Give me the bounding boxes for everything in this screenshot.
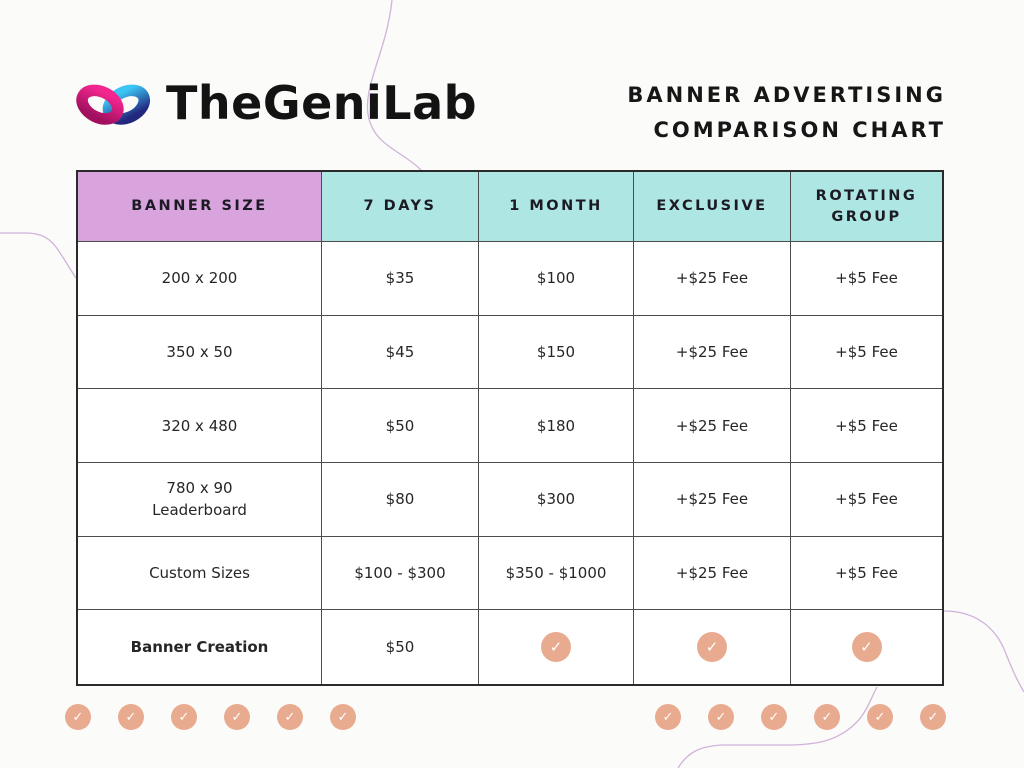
table-cell: 780 x 90 Leaderboard (78, 462, 322, 537)
table-cell: $180 (479, 389, 634, 463)
check-icon: ✓ (814, 704, 840, 730)
brand-name: TheGeniLab (166, 76, 478, 130)
check-icon: ✓ (541, 632, 571, 663)
column-header: 1 MONTH (479, 172, 634, 242)
curve-left (0, 232, 77, 279)
brand-logo: TheGeniLab (74, 70, 477, 136)
check-icon: ✓ (224, 704, 250, 730)
infinity-logo-icon (76, 84, 151, 125)
table-cell: +$5 Fee (791, 462, 942, 537)
check-icon: ✓ (761, 704, 787, 730)
table-cell: Banner Creation (78, 610, 322, 684)
table-cell: ✓ (479, 610, 634, 684)
table-cell: +$25 Fee (634, 242, 791, 316)
column-header: 7 DAYS (322, 172, 479, 242)
column-header: EXCLUSIVE (634, 172, 791, 242)
table-cell: +$5 Fee (791, 536, 942, 611)
decorative-check-row-right: ✓ ✓ ✓ ✓ ✓ ✓ (655, 704, 946, 730)
table-cell: $150 (479, 315, 634, 390)
table-cell: 320 x 480 (78, 389, 322, 463)
table-cell: 350 x 50 (78, 315, 322, 390)
table-cell: $50 (322, 610, 479, 684)
table-cell: $100 (479, 242, 634, 316)
page-title-line1: BANNER ADVERTISING (627, 83, 946, 107)
check-icon: ✓ (118, 704, 144, 730)
check-icon: ✓ (708, 704, 734, 730)
check-icon: ✓ (277, 704, 303, 730)
table-cell: $80 (322, 462, 479, 537)
table-cell: +$5 Fee (791, 315, 942, 390)
table-cell: +$25 Fee (634, 536, 791, 611)
column-header: BANNER SIZE (78, 172, 322, 242)
check-icon: ✓ (851, 632, 882, 663)
table-cell: ✓ (791, 610, 942, 684)
check-icon: ✓ (171, 704, 197, 730)
table-cell: +$25 Fee (634, 389, 791, 463)
decorative-check-row-left: ✓ ✓ ✓ ✓ ✓ ✓ (65, 704, 356, 730)
table-cell: $45 (322, 315, 479, 390)
table-cell: ✓ (634, 610, 791, 684)
pricing-table: BANNER SIZE 7 DAYS 1 MONTH EXCLUSIVE ROTATIN… (76, 170, 944, 686)
table-cell: $35 (322, 242, 479, 316)
page-title: BANNER ADVERTISING COMPARISON CHART (627, 78, 946, 148)
table-cell: +$5 Fee (791, 389, 942, 463)
table-cell: $100 - $300 (322, 536, 479, 611)
check-icon: ✓ (65, 704, 91, 730)
table-cell: +$25 Fee (634, 462, 791, 537)
check-icon: ✓ (867, 704, 893, 730)
table-cell: $350 - $1000 (479, 536, 634, 611)
check-icon: ✓ (920, 704, 946, 730)
table-cell: +$25 Fee (634, 315, 791, 390)
check-icon: ✓ (697, 632, 727, 663)
table-cell: $300 (479, 462, 634, 537)
table-cell: 200 x 200 (78, 242, 322, 316)
table-cell: +$5 Fee (791, 242, 942, 316)
column-header: ROTATING GROUP (791, 172, 942, 242)
table-cell: Custom Sizes (78, 536, 322, 611)
check-icon: ✓ (330, 704, 356, 730)
table-cell: $50 (322, 389, 479, 463)
check-icon: ✓ (655, 704, 681, 730)
page-title-line2: COMPARISON CHART (653, 118, 946, 142)
curve-right (943, 610, 1024, 693)
